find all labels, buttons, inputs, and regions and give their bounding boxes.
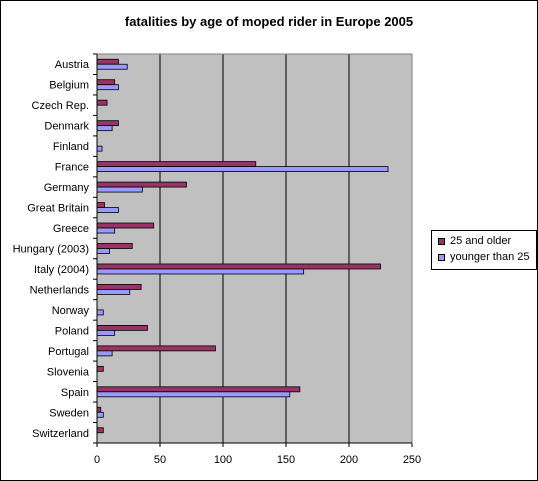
category-label: Sweden [49, 407, 89, 419]
bar [96, 186, 143, 193]
bar [96, 345, 216, 352]
category-label: Switzerland [32, 428, 89, 440]
plot-area [97, 54, 412, 443]
bar [96, 120, 119, 127]
legend-item: 25 and older [438, 235, 511, 249]
category-label: Italy (2004) [34, 264, 89, 276]
bar [96, 58, 119, 65]
bar [96, 181, 187, 188]
legend: 25 and older younger than 25 [431, 230, 537, 270]
bar [96, 289, 131, 295]
x-tick-label: 50 [154, 454, 166, 466]
bar [96, 391, 291, 398]
legend-label: younger than 25 [450, 251, 530, 263]
category-label: Belgium [49, 80, 89, 92]
legend-swatch [438, 237, 445, 245]
bar [96, 79, 116, 86]
x-tick-label: 250 [403, 454, 421, 466]
bar [96, 427, 104, 434]
bar [96, 243, 133, 249]
bar [96, 309, 104, 316]
category-label: Finland [53, 141, 89, 153]
bar [96, 99, 108, 106]
category-label: Austria [55, 59, 90, 71]
category-label: Spain [61, 387, 89, 399]
category-label: France [55, 162, 89, 174]
bar [96, 161, 257, 168]
bar [96, 263, 381, 270]
bar [96, 125, 113, 132]
bar [96, 350, 113, 357]
bar [96, 411, 104, 418]
legend-swatch [438, 253, 445, 261]
x-tick-label: 200 [340, 454, 358, 466]
category-label: Greece [53, 223, 89, 235]
bar [96, 63, 128, 70]
bar [96, 166, 389, 173]
category-label: Czech Rep. [32, 100, 89, 112]
bar [96, 406, 102, 413]
category-label: Poland [55, 325, 89, 337]
bar [96, 84, 119, 91]
legend-label: 25 and older [450, 235, 512, 247]
category-label: Portugal [48, 346, 89, 358]
bar [96, 248, 110, 254]
bar [96, 227, 116, 234]
category-label: Germany [44, 182, 90, 194]
category-label: Hungary (2003) [13, 244, 89, 256]
chart-title: fatalities by age of moped rider in Euro… [124, 14, 414, 29]
x-tick-label: 0 [94, 454, 100, 466]
legend-item: younger than 25 [438, 251, 530, 265]
x-tick-label: 100 [214, 454, 232, 466]
bar [96, 202, 105, 208]
bar [96, 284, 142, 290]
bar [96, 386, 301, 393]
bar [96, 365, 104, 372]
category-label: Great Britain [27, 203, 89, 215]
bar [96, 324, 148, 331]
category-label: Norway [52, 305, 90, 317]
bar [96, 329, 116, 336]
bar [96, 207, 119, 213]
category-label: Slovenia [47, 366, 90, 378]
category-label: Denmark [44, 121, 89, 133]
bar [96, 268, 305, 275]
bar [96, 145, 103, 152]
bar [96, 222, 155, 229]
x-tick-label: 150 [277, 454, 295, 466]
category-label: Netherlands [30, 284, 90, 296]
